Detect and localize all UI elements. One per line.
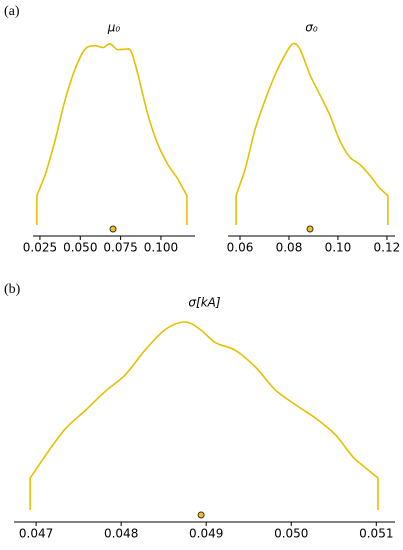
x-tick-label: 0.06 xyxy=(227,241,254,255)
chart-title: σ₀ xyxy=(305,21,318,35)
density-line xyxy=(29,321,379,510)
x-tick-label: 0.100 xyxy=(144,241,178,255)
panel-label: (b) xyxy=(4,282,21,297)
x-tick-label: 0.049 xyxy=(189,527,223,541)
density-line xyxy=(36,43,188,225)
x-tick-label: 0.025 xyxy=(23,241,57,255)
x-tick-label: 0.075 xyxy=(103,241,137,255)
x-tick-label: 0.047 xyxy=(19,527,53,541)
x-tick-label: 0.08 xyxy=(276,241,303,255)
x-tick-label: 0.050 xyxy=(63,241,97,255)
x-tick-label: 0.050 xyxy=(274,527,308,541)
density-line xyxy=(235,42,389,225)
panel-label: (a) xyxy=(4,4,20,19)
x-tick-label: 0.10 xyxy=(325,241,352,255)
reference-point xyxy=(306,225,314,233)
x-tick-label: 0.12 xyxy=(374,241,401,255)
reference-point xyxy=(109,225,117,233)
reference-point xyxy=(197,511,205,519)
x-tick-label: 0.048 xyxy=(104,527,138,541)
x-tick-label: 0.051 xyxy=(359,527,393,541)
chart-title: μ₀ xyxy=(107,21,121,35)
chart-title: σ[kA] xyxy=(188,296,220,310)
